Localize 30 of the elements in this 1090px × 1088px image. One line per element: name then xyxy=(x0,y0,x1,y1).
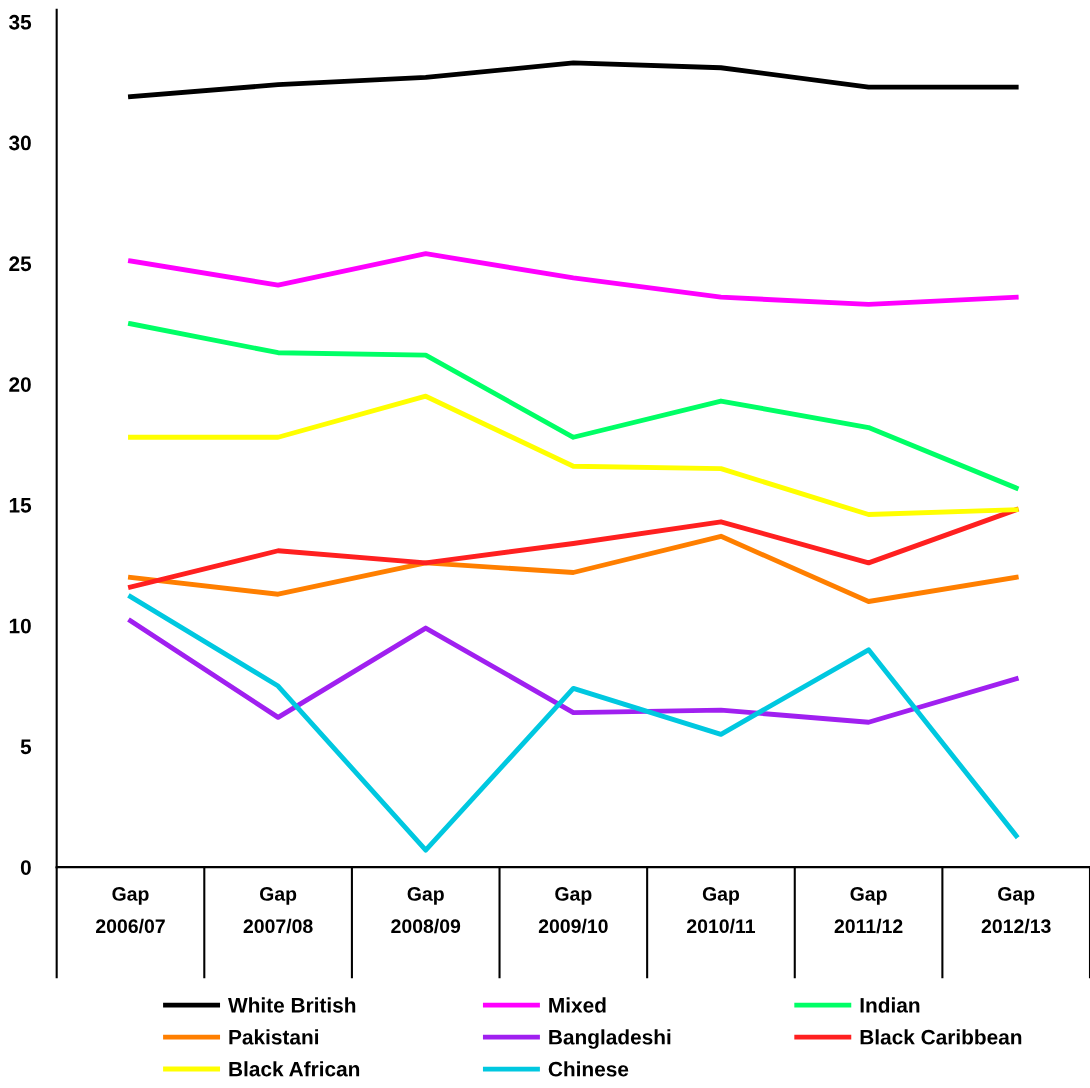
legend-label: Black Caribbean xyxy=(860,1029,1022,1045)
legend-label: White British xyxy=(228,997,356,1013)
line-series xyxy=(128,60,1019,100)
y-tick-label: 15 xyxy=(9,498,32,513)
line-series xyxy=(128,594,1019,853)
x-tick-label: Gap 2010/11 xyxy=(687,887,756,934)
line-series xyxy=(128,251,1019,307)
line-series xyxy=(128,321,1019,491)
y-tick-label: 10 xyxy=(9,618,31,634)
legend-label: Mixed xyxy=(549,997,606,1013)
x-tick-label: Gap 2011/12 xyxy=(834,887,903,934)
line-series xyxy=(128,533,1019,604)
y-tick-label: 0 xyxy=(20,860,31,875)
x-tick-label: Gap 2012/13 xyxy=(981,887,1051,934)
line-series xyxy=(128,618,1019,725)
legend-label: Chinese xyxy=(548,1061,629,1077)
legend-label: Pakistani xyxy=(229,1029,319,1045)
y-tick-label: 20 xyxy=(9,377,31,392)
x-tick-label: Gap 2007/08 xyxy=(243,887,313,934)
line-series xyxy=(128,393,1019,517)
legend-label: Indian xyxy=(860,997,920,1013)
y-tick-label: 5 xyxy=(20,739,32,755)
y-tick-label: 30 xyxy=(8,135,31,151)
x-tick-label: Gap 2006/07 xyxy=(96,887,165,934)
x-tick-label: Gap 2009/10 xyxy=(538,887,608,934)
y-tick-label: 25 xyxy=(9,256,32,272)
legend-label: Black African xyxy=(229,1061,360,1077)
legend-label: Bangladeshi xyxy=(549,1029,671,1049)
y-tick-label: 35 xyxy=(8,14,32,30)
x-tick-label: Gap 2008/09 xyxy=(391,887,461,934)
